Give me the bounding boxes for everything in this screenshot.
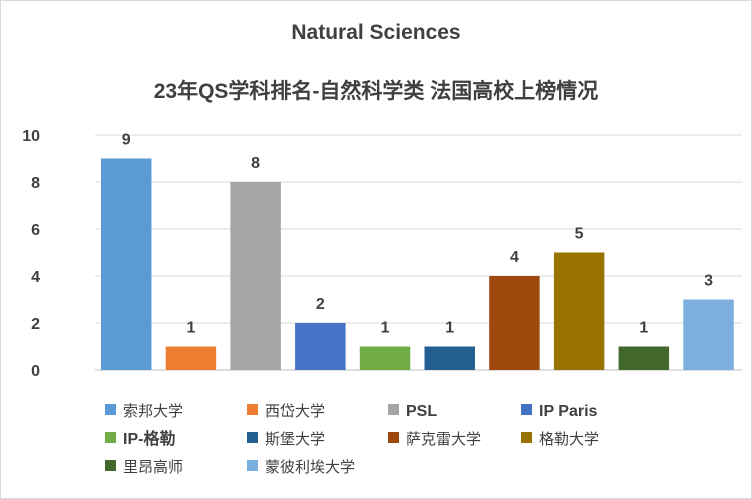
data-label: 1 <box>639 320 648 337</box>
legend-swatch <box>521 404 532 415</box>
bars <box>101 158 734 370</box>
legend-swatch <box>388 404 399 415</box>
chart-subtitle: 23年QS学科排名-自然科学类 法国高校上榜情况 <box>154 79 599 103</box>
bar <box>101 158 152 370</box>
y-tick-label: 6 <box>31 222 40 239</box>
data-label: 9 <box>122 132 131 149</box>
data-label: 1 <box>445 320 454 337</box>
data-label: 5 <box>575 226 584 243</box>
data-label: 8 <box>251 155 260 172</box>
legend: 索邦大学 西岱大学 PSL IP Paris IP-格勒 斯堡大学 萨克雷大学 格勒大学里昂高… <box>105 402 599 476</box>
y-tick-label: 2 <box>31 316 40 333</box>
bar <box>489 276 540 370</box>
y-tick-label: 4 <box>31 269 40 286</box>
chart-title: Natural Sciences <box>291 21 460 44</box>
bar <box>230 182 281 370</box>
legend-swatch <box>247 460 258 471</box>
legend-label: IP-格勒 <box>123 429 175 448</box>
data-label: 2 <box>316 296 325 313</box>
legend-swatch <box>521 432 532 443</box>
legend-label: IP Paris <box>539 403 598 420</box>
legend-label: 西岱大学 <box>265 402 325 420</box>
legend-label: 格勒大学 <box>539 430 599 448</box>
bar <box>165 346 217 370</box>
legend-swatch <box>247 404 258 415</box>
legend-label: 蒙彼利埃大学 <box>265 458 355 476</box>
data-label: 3 <box>704 273 713 290</box>
bar <box>683 299 734 370</box>
y-tick-label: 8 <box>31 175 40 192</box>
data-label: 1 <box>186 320 195 337</box>
data-label: 1 <box>381 320 390 337</box>
legend-label: 斯堡大学 <box>265 430 325 448</box>
bar <box>553 252 605 370</box>
legend-swatch <box>105 460 116 471</box>
legend-swatch <box>247 432 258 443</box>
bar <box>295 323 346 370</box>
data-label: 4 <box>510 249 519 266</box>
legend-swatch <box>388 432 399 443</box>
legend-swatch <box>105 432 116 443</box>
y-tick-label: 0 <box>31 363 40 380</box>
bar <box>359 346 411 370</box>
legend-label: 里昂高师 <box>123 458 183 476</box>
legend-swatch <box>105 404 116 415</box>
legend-label: PSL <box>406 403 437 420</box>
legend-label: 萨克雷大学 <box>406 430 481 448</box>
y-axis: 0 2 4 6 8 10 <box>22 128 40 380</box>
y-tick-label: 10 <box>22 128 40 145</box>
data-labels: 9 1 8 2 1 1 4 5 1 3 <box>122 132 713 337</box>
legend-label: 索邦大学 <box>123 402 183 420</box>
bar <box>424 346 475 370</box>
bar <box>618 346 670 370</box>
